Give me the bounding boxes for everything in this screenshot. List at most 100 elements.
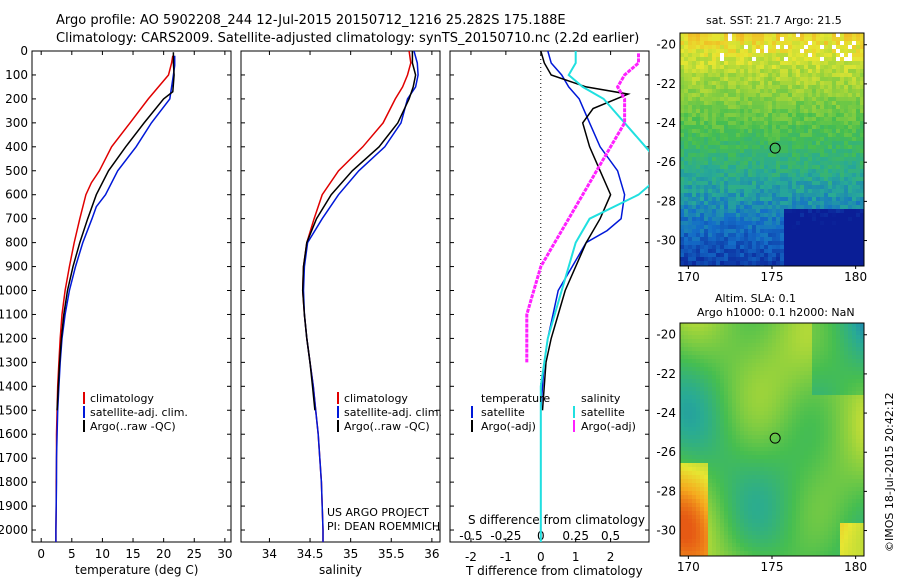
map-cell [684, 415, 689, 420]
map-cell [688, 411, 693, 416]
map-cell [712, 403, 717, 408]
map-cell [680, 97, 685, 102]
map-cell [720, 257, 725, 262]
map-cell [848, 379, 853, 384]
map-cell [752, 101, 757, 106]
map-cell [708, 65, 713, 70]
map-cell [704, 125, 709, 130]
map-cell [732, 209, 737, 214]
map-cell [808, 189, 813, 194]
map-cell [680, 169, 685, 174]
map-cell [836, 201, 841, 206]
map-cell [804, 209, 809, 214]
map-cell [688, 355, 693, 360]
map-cell [760, 491, 765, 496]
map-cell [856, 343, 861, 348]
map-cell [844, 81, 849, 86]
map-cell [712, 335, 717, 340]
map-cell [844, 101, 849, 106]
map-cell [716, 173, 721, 178]
header-line-2: Climatology: CARS2009. Satellite-adjuste… [56, 31, 639, 46]
map-cell [736, 475, 741, 480]
map-cell [764, 169, 769, 174]
map-cell [788, 109, 793, 114]
map-cell [752, 145, 757, 150]
map-cell [848, 237, 853, 242]
map-cell [856, 455, 861, 460]
map-cell [712, 439, 717, 444]
map-cell [816, 85, 821, 90]
map-cell [796, 97, 801, 102]
map-cell [788, 391, 793, 396]
map-cell [760, 41, 765, 46]
map-cell [772, 479, 777, 484]
map-cell [776, 193, 781, 198]
map-cell [756, 435, 761, 440]
map-cell [684, 137, 689, 142]
map-cell [780, 57, 785, 62]
map-cell [760, 387, 765, 392]
map-cell [828, 153, 833, 158]
map-cell [820, 157, 825, 162]
map-cell [704, 331, 709, 336]
map-cell [824, 177, 829, 182]
map-cell [840, 455, 845, 460]
map-cell [808, 205, 813, 210]
map-cell [832, 351, 837, 356]
map-cell [828, 97, 833, 102]
map-cell [688, 37, 693, 42]
map-cell [732, 185, 737, 190]
map-cell [704, 245, 709, 250]
map-cell [776, 65, 781, 70]
map-cell [716, 443, 721, 448]
map-cell [716, 229, 721, 234]
map-cell [856, 347, 861, 352]
map-cell [748, 185, 753, 190]
map-cell [804, 185, 809, 190]
map-cell [720, 113, 725, 118]
map-cell [696, 451, 701, 456]
map-cell [704, 165, 709, 170]
map-cell [852, 205, 857, 210]
map-cell [768, 73, 773, 78]
map-cell [708, 471, 713, 476]
map-cell [740, 447, 745, 452]
map-cell [784, 97, 789, 102]
map-cell [756, 467, 761, 472]
map-cell [784, 491, 789, 496]
map-cell [708, 113, 713, 118]
map-cell [860, 209, 864, 214]
map-cell [812, 153, 817, 158]
map-cell [768, 355, 773, 360]
map-cell [732, 261, 737, 266]
map-cell [764, 133, 769, 138]
map-cell [824, 137, 829, 142]
map-cell [800, 475, 805, 480]
map-cell [760, 487, 765, 492]
map-cell [796, 137, 801, 142]
map-cell [768, 427, 773, 432]
map-cell [832, 467, 837, 472]
map-cell [728, 237, 733, 242]
map-cell [716, 165, 721, 170]
map-cell [840, 141, 845, 146]
map-cell [716, 463, 721, 468]
map-cell [804, 343, 809, 348]
map-cell [720, 185, 725, 190]
map-cell [720, 431, 725, 436]
map-cell [748, 201, 753, 206]
map-cell [812, 113, 817, 118]
map-cell [708, 451, 713, 456]
map-cell [824, 363, 829, 368]
map-cell [828, 423, 833, 428]
map-cell [692, 53, 697, 58]
map-cell [820, 355, 825, 360]
map-cell [752, 363, 757, 368]
map-cell [756, 407, 761, 412]
map-cell [812, 459, 817, 464]
map-cell [772, 447, 777, 452]
map-cell [824, 375, 829, 380]
map-cell [696, 133, 701, 138]
map-cell [796, 335, 801, 340]
map-cell [748, 387, 753, 392]
